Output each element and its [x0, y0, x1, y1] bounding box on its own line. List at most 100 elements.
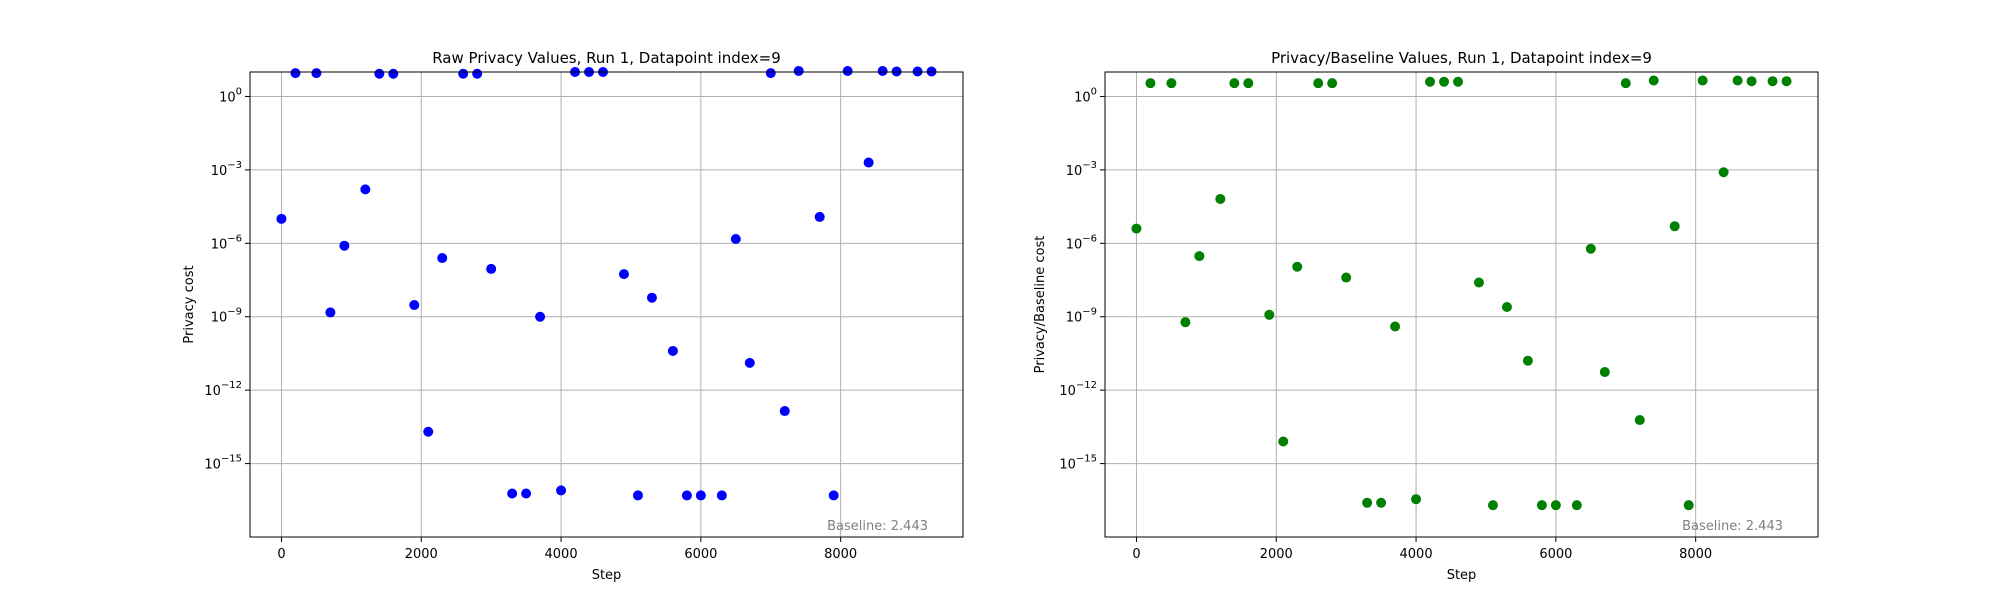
right-data-point — [1585, 243, 1596, 254]
right-data-point — [1411, 494, 1422, 505]
left-data-point — [311, 68, 322, 79]
left-y-tick-label-exponent: −9 — [227, 307, 242, 318]
left-y-tick-label-exponent: −3 — [227, 160, 242, 171]
right-y-tick-label-exponent: −9 — [1082, 307, 1097, 318]
right-y-tick-label-exponent: −3 — [1082, 160, 1097, 171]
right-baseline-annotation: Baseline: 2.443 — [1682, 519, 1783, 534]
right-data-point — [1746, 76, 1757, 87]
left-x-tick-label: 6000 — [684, 547, 717, 562]
left-y-tick-label-exponent: −6 — [227, 233, 242, 244]
left-y-tick-label: 100 — [219, 86, 242, 105]
right-data-point — [1781, 76, 1792, 87]
right-data-point — [1550, 500, 1561, 511]
right-data-point — [1487, 500, 1498, 511]
right-data-point — [1536, 500, 1547, 511]
right-data-point — [1313, 78, 1324, 89]
left-data-point — [828, 490, 839, 501]
left-data-point — [744, 357, 755, 368]
left-data-point — [765, 68, 776, 79]
left-x-tick-label: 8000 — [824, 547, 857, 562]
left-x-tick-label: 4000 — [545, 547, 578, 562]
left-data-point — [681, 490, 692, 501]
left-data-point — [360, 184, 371, 195]
right-x-tick-label: 6000 — [1539, 547, 1572, 562]
right-y-tick-label: 10−6 — [1066, 233, 1097, 252]
left-data-point — [409, 300, 420, 311]
right-x-axis-label: Step — [1447, 568, 1477, 583]
right-y-tick-label: 100 — [1074, 86, 1097, 105]
left-data-point — [290, 68, 301, 79]
right-y-tick-label-base: 10 — [1066, 311, 1083, 326]
left-data-point — [667, 345, 678, 356]
left-data-point — [730, 234, 741, 245]
left-grid — [250, 72, 963, 537]
left-y-tick-label: 10−3 — [211, 160, 242, 179]
left-x-tick-label: 0 — [277, 547, 285, 562]
right-chart-title: Privacy/Baseline Values, Run 1, Datapoin… — [1271, 49, 1652, 67]
left-data-point — [388, 68, 399, 79]
right-y-tick-label-base: 10 — [1059, 458, 1076, 473]
left-data-point — [716, 490, 727, 501]
right-data-point — [1376, 497, 1387, 508]
left-data-point — [779, 406, 790, 417]
left-y-tick-label-base: 10 — [204, 458, 221, 473]
left-data-point — [842, 65, 853, 76]
right-data-point — [1732, 75, 1743, 86]
right-data-point — [1439, 76, 1450, 87]
left-y-tick-label: 10−12 — [204, 380, 242, 399]
left-data-point — [926, 66, 937, 77]
right-y-tick-label: 10−9 — [1066, 307, 1097, 326]
right-data-point — [1425, 76, 1436, 87]
left-y-tick-label-base: 10 — [211, 237, 228, 252]
left-panel: 0 2000 4000 6000 8000 10−1510−1210−910−610−3… — [182, 49, 964, 583]
right-panel: 0 2000 4000 6000 8000 10−1510−1210−910−610−3… — [1033, 49, 1819, 583]
left-data-point — [793, 65, 804, 76]
left-data-point — [276, 213, 287, 224]
right-data-point — [1634, 415, 1645, 426]
right-data-point — [1620, 78, 1631, 89]
left-data-point — [695, 490, 706, 501]
right-data-point — [1453, 76, 1464, 87]
right-points — [1131, 75, 1792, 511]
left-data-point — [507, 488, 518, 499]
right-data-point — [1473, 277, 1484, 288]
left-data-point — [877, 65, 888, 76]
right-data-point — [1341, 272, 1352, 283]
left-data-point — [339, 240, 350, 251]
right-data-point — [1362, 497, 1373, 508]
right-data-point — [1166, 78, 1177, 89]
right-y-tick-label: 10−15 — [1059, 454, 1097, 473]
left-data-point — [486, 263, 497, 274]
right-y-tick-label-exponent: 0 — [1091, 86, 1097, 97]
right-data-point — [1278, 436, 1289, 447]
left-data-point — [374, 68, 385, 79]
left-y-tick-label: 10−6 — [211, 233, 242, 252]
left-y-tick-label: 10−15 — [204, 454, 242, 473]
left-data-point — [325, 307, 336, 318]
left-x-tick-label: 2000 — [405, 547, 438, 562]
left-y-tick-label-exponent: −15 — [221, 454, 242, 465]
right-axes-frame — [1104, 71, 1819, 538]
right-data-point — [1194, 251, 1205, 262]
right-data-point — [1648, 75, 1659, 86]
right-data-point — [1599, 367, 1610, 378]
right-y-tick-label: 10−3 — [1066, 160, 1097, 179]
right-data-point — [1145, 78, 1156, 89]
right-data-point — [1501, 301, 1512, 312]
left-axes-frame — [249, 71, 964, 538]
left-x-ticks: 0 2000 4000 6000 8000 — [277, 537, 857, 562]
right-y-tick-label: 10−12 — [1059, 380, 1097, 399]
right-y-axis-label: Privacy/Baseline cost — [1033, 236, 1048, 374]
right-y-tick-label-exponent: −12 — [1076, 380, 1097, 391]
right-data-point — [1215, 193, 1226, 204]
right-data-point — [1131, 223, 1142, 234]
left-y-tick-label-base: 10 — [219, 90, 236, 105]
right-y-tick-label-base: 10 — [1066, 237, 1083, 252]
right-y-tick-label-exponent: −6 — [1082, 233, 1097, 244]
right-data-point — [1767, 76, 1778, 87]
left-baseline-annotation: Baseline: 2.443 — [827, 519, 928, 534]
